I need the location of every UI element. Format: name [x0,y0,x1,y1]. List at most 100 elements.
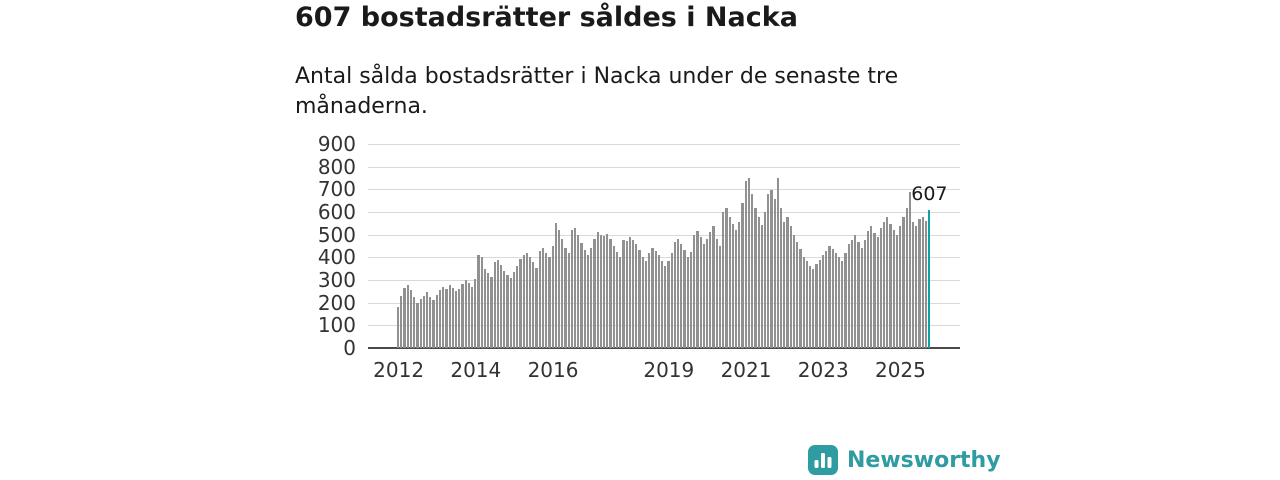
bar [448,284,451,348]
gridline [368,189,960,191]
x-tick-label: 2014 [450,358,502,382]
bar [516,265,519,348]
newsworthy-logo: Newsworthy [808,445,1001,475]
bar [615,252,619,348]
bar [841,261,844,348]
bar [651,248,654,348]
bar [895,234,899,348]
bar [912,221,915,348]
bar [902,217,905,348]
bar [413,297,416,348]
bar [741,203,744,348]
y-tick-label: 300 [317,268,356,292]
bar [471,286,474,348]
bar [419,299,422,348]
y-tick-label: 800 [317,154,356,179]
bar [622,239,625,348]
bar [654,250,657,348]
bar [706,239,709,348]
x-tick-label: 2012 [373,358,425,382]
bar [763,212,767,348]
bar [657,255,660,348]
bar [837,257,841,348]
chart-subtitle: Antal sålda bostadsrätter i Nacka under … [295,64,899,119]
bar [873,232,876,348]
bar [648,252,651,348]
bar [406,284,409,348]
bar [783,221,786,348]
bar [821,255,825,348]
bar [548,257,551,348]
bar [696,230,699,348]
bar [509,277,512,348]
bar [767,194,770,348]
bar [432,300,435,348]
bar [425,292,429,348]
bar [464,280,467,348]
bar [815,264,818,348]
bar [461,284,464,348]
bar [438,290,442,348]
bar [786,217,789,348]
bar [831,248,834,348]
bar [603,236,606,348]
bar [458,288,461,348]
bars-container [397,144,931,348]
bar [397,307,400,348]
bar [805,261,808,348]
bar [416,302,419,348]
bar [545,253,548,348]
gridline [368,212,960,213]
bar [429,297,432,348]
bar [834,252,837,348]
bar [561,239,564,348]
bar [538,250,541,348]
x-tick-label: 2025 [874,358,926,382]
bar [442,286,445,348]
bar [773,198,776,348]
bar [487,273,490,348]
bar [551,246,554,348]
bar [802,256,805,348]
bar [718,245,722,348]
bar [776,178,780,348]
bar [918,219,921,348]
bar [673,241,677,348]
bar [709,232,712,348]
bar [590,247,593,348]
bar [825,250,828,348]
bar [728,217,731,348]
y-tick-label: 100 [317,313,356,338]
bar [557,230,561,348]
bar [570,230,574,348]
gridline [368,302,960,304]
bar [500,264,503,348]
y-tick-label: 700 [317,177,356,202]
bar [454,291,458,348]
bar [535,268,538,348]
gridline [368,166,960,168]
bar [480,257,483,348]
bar [780,207,783,348]
bar [493,261,496,348]
bar [577,235,580,348]
bar [725,207,728,348]
bar [689,252,693,348]
bar [770,189,773,348]
bar [599,234,602,348]
bar [809,265,812,348]
bar-value-annotation: 607 [911,183,948,206]
bar [863,239,866,348]
bar [670,252,673,348]
x-tick-label: 2016 [527,358,579,382]
bar [435,294,438,348]
bar [512,272,516,348]
gridline [368,280,960,281]
bar [474,278,477,348]
bar [847,244,850,348]
bar [583,250,586,348]
bar [792,235,796,348]
bar [889,223,892,348]
bar [731,223,734,348]
